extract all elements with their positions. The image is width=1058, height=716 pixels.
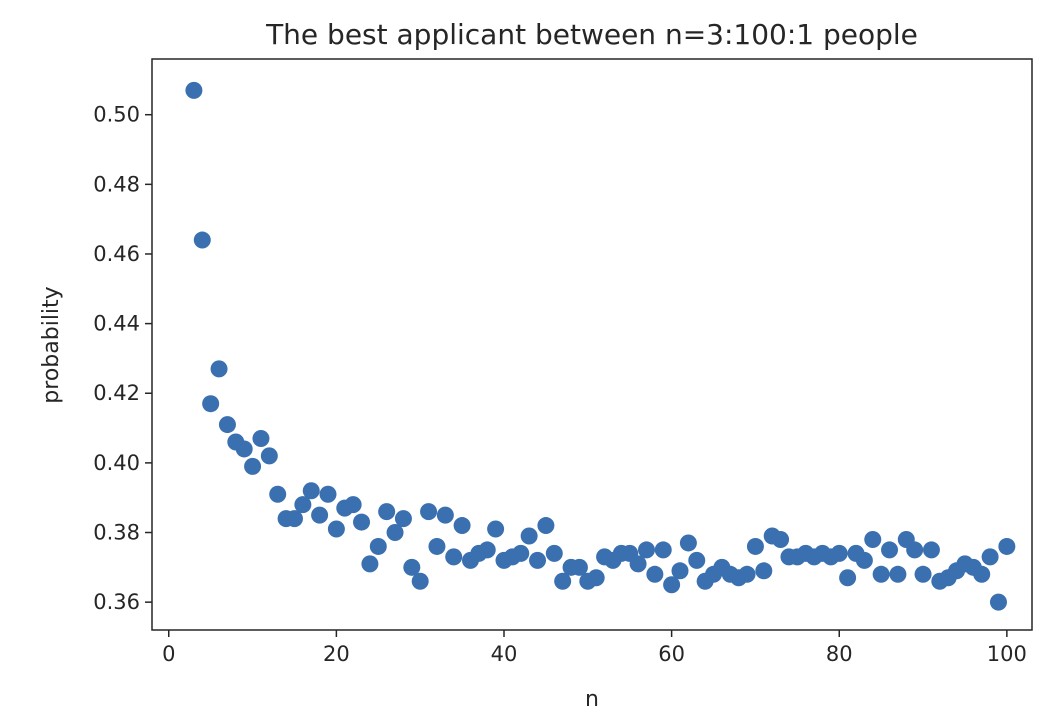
data-point — [529, 551, 547, 569]
x-axis-label: n — [585, 687, 599, 712]
data-point — [327, 520, 345, 538]
y-tick-label: 0.44 — [93, 312, 140, 336]
data-point — [285, 510, 303, 528]
x-tick-label: 60 — [658, 642, 685, 666]
data-point — [394, 510, 412, 528]
y-axis: 0.36 0.38 0.40 0.42 0.44 0.46 0.48 0.50 — [93, 103, 152, 614]
data-point — [671, 562, 689, 580]
data-point — [545, 544, 563, 562]
y-tick-label: 0.46 — [93, 242, 140, 266]
data-point — [570, 558, 588, 576]
data-point — [244, 457, 262, 475]
y-axis-label: probability — [39, 286, 64, 403]
data-point — [202, 395, 220, 413]
data-point — [235, 440, 253, 458]
y-tick-label: 0.48 — [93, 172, 140, 196]
data-point — [914, 565, 932, 583]
data-point — [260, 447, 278, 465]
data-point — [864, 530, 882, 548]
data-point — [353, 513, 371, 531]
data-point — [302, 482, 320, 500]
x-tick-label: 40 — [491, 642, 518, 666]
data-point — [981, 548, 999, 566]
data-point — [637, 541, 655, 559]
data-point — [772, 530, 790, 548]
data-point — [344, 496, 362, 514]
data-point — [922, 541, 940, 559]
data-point — [512, 544, 530, 562]
data-point — [629, 555, 647, 573]
data-point — [252, 430, 270, 448]
data-point — [369, 537, 387, 555]
data-point — [830, 544, 848, 562]
data-point — [311, 506, 329, 524]
data-point — [646, 565, 664, 583]
y-tick-label: 0.42 — [93, 381, 140, 405]
data-point — [478, 541, 496, 559]
data-point — [746, 537, 764, 555]
data-point — [411, 572, 429, 590]
data-point — [294, 496, 312, 514]
y-tick-label: 0.36 — [93, 590, 140, 614]
x-tick-label: 0 — [162, 642, 175, 666]
data-point — [738, 565, 756, 583]
data-point — [755, 562, 773, 580]
data-point — [554, 572, 572, 590]
data-point — [881, 541, 899, 559]
data-point — [436, 506, 454, 524]
data-point — [688, 551, 706, 569]
data-point — [378, 503, 396, 521]
data-point — [663, 576, 681, 594]
data-point — [453, 517, 471, 535]
x-tick-label: 20 — [323, 642, 350, 666]
x-axis: 0 20 40 60 80 100 — [162, 630, 1027, 666]
data-point — [906, 541, 924, 559]
data-point — [269, 485, 287, 503]
data-point — [855, 551, 873, 569]
data-point — [973, 565, 991, 583]
data-point — [210, 360, 228, 378]
data-point — [386, 524, 404, 542]
chart-title: The best applicant between n=3:100:1 peo… — [265, 18, 918, 51]
data-point — [537, 517, 555, 535]
data-point — [679, 534, 697, 552]
data-point — [989, 593, 1007, 611]
x-tick-label: 100 — [987, 642, 1027, 666]
data-point — [998, 537, 1016, 555]
data-point — [319, 485, 337, 503]
data-point — [445, 548, 463, 566]
data-point — [403, 558, 421, 576]
y-tick-label: 0.40 — [93, 451, 140, 475]
y-tick-label: 0.38 — [93, 521, 140, 545]
data-point — [428, 537, 446, 555]
data-point — [487, 520, 505, 538]
data-point — [889, 565, 907, 583]
data-point — [193, 231, 211, 249]
data-point — [361, 555, 379, 573]
data-point — [420, 503, 438, 521]
data-point — [587, 569, 605, 587]
data-point — [218, 416, 236, 434]
data-point — [185, 81, 203, 99]
y-tick-label: 0.50 — [93, 103, 140, 127]
data-points — [185, 81, 1016, 611]
x-tick-label: 80 — [826, 642, 853, 666]
data-point — [872, 565, 890, 583]
data-point — [520, 527, 538, 545]
data-point — [654, 541, 672, 559]
data-point — [839, 569, 857, 587]
plot-area-frame — [151, 58, 1033, 631]
